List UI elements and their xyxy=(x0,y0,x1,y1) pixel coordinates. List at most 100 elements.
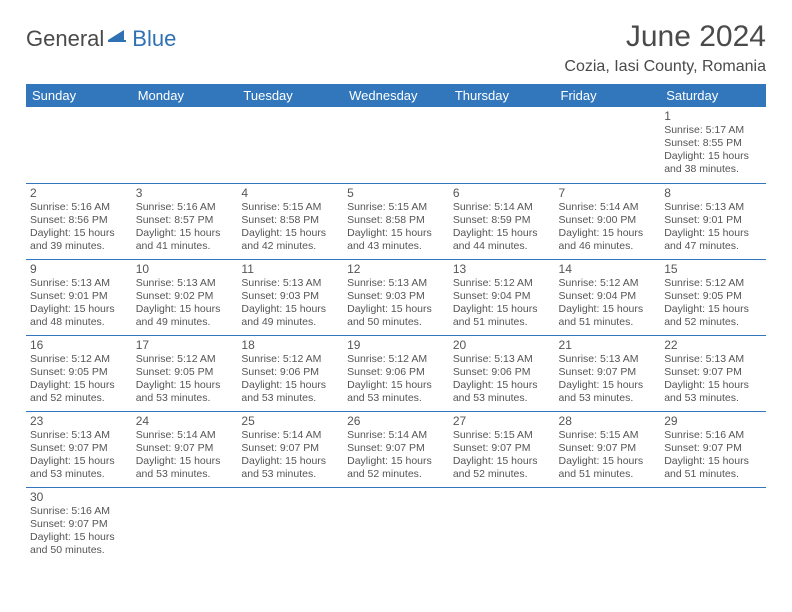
calendar-day-cell: 10Sunrise: 5:13 AMSunset: 9:02 PMDayligh… xyxy=(132,259,238,335)
day-info: Sunrise: 5:13 AMSunset: 9:07 PMDaylight:… xyxy=(664,353,762,406)
calendar-day-cell: 3Sunrise: 5:16 AMSunset: 8:57 PMDaylight… xyxy=(132,183,238,259)
day-number: 15 xyxy=(664,262,762,276)
calendar-day-cell: 27Sunrise: 5:15 AMSunset: 9:07 PMDayligh… xyxy=(449,411,555,487)
calendar-day-cell: 12Sunrise: 5:13 AMSunset: 9:03 PMDayligh… xyxy=(343,259,449,335)
calendar-day-cell: 15Sunrise: 5:12 AMSunset: 9:05 PMDayligh… xyxy=(660,259,766,335)
title-block: June 2024 Cozia, Iasi County, Romania xyxy=(564,20,766,76)
day-number: 10 xyxy=(136,262,234,276)
weekday-header: Saturday xyxy=(660,84,766,107)
day-info: Sunrise: 5:12 AMSunset: 9:05 PMDaylight:… xyxy=(664,277,762,330)
calendar-body: 1Sunrise: 5:17 AMSunset: 8:55 PMDaylight… xyxy=(26,107,766,563)
day-info: Sunrise: 5:12 AMSunset: 9:06 PMDaylight:… xyxy=(241,353,339,406)
day-info: Sunrise: 5:13 AMSunset: 9:01 PMDaylight:… xyxy=(664,201,762,254)
day-number: 23 xyxy=(30,414,128,428)
day-info: Sunrise: 5:16 AMSunset: 8:56 PMDaylight:… xyxy=(30,201,128,254)
calendar-table: SundayMondayTuesdayWednesdayThursdayFrid… xyxy=(26,84,766,563)
day-number: 24 xyxy=(136,414,234,428)
calendar-day-cell: 17Sunrise: 5:12 AMSunset: 9:05 PMDayligh… xyxy=(132,335,238,411)
calendar-day-cell: 20Sunrise: 5:13 AMSunset: 9:06 PMDayligh… xyxy=(449,335,555,411)
logo: General Blue xyxy=(26,26,176,52)
day-number: 8 xyxy=(664,186,762,200)
calendar-empty-cell xyxy=(237,487,343,563)
calendar-day-cell: 22Sunrise: 5:13 AMSunset: 9:07 PMDayligh… xyxy=(660,335,766,411)
day-info: Sunrise: 5:12 AMSunset: 9:04 PMDaylight:… xyxy=(559,277,657,330)
day-info: Sunrise: 5:14 AMSunset: 9:07 PMDaylight:… xyxy=(136,429,234,482)
calendar-empty-cell xyxy=(555,487,661,563)
day-info: Sunrise: 5:15 AMSunset: 9:07 PMDaylight:… xyxy=(453,429,551,482)
calendar-row: 2Sunrise: 5:16 AMSunset: 8:56 PMDaylight… xyxy=(26,183,766,259)
day-info: Sunrise: 5:16 AMSunset: 9:07 PMDaylight:… xyxy=(664,429,762,482)
calendar-row: 1Sunrise: 5:17 AMSunset: 8:55 PMDaylight… xyxy=(26,107,766,183)
calendar-empty-cell xyxy=(660,487,766,563)
calendar-day-cell: 13Sunrise: 5:12 AMSunset: 9:04 PMDayligh… xyxy=(449,259,555,335)
day-number: 2 xyxy=(30,186,128,200)
weekday-header: Friday xyxy=(555,84,661,107)
calendar-day-cell: 21Sunrise: 5:13 AMSunset: 9:07 PMDayligh… xyxy=(555,335,661,411)
day-info: Sunrise: 5:12 AMSunset: 9:05 PMDaylight:… xyxy=(136,353,234,406)
calendar-empty-cell xyxy=(343,107,449,183)
day-number: 6 xyxy=(453,186,551,200)
day-number: 20 xyxy=(453,338,551,352)
day-info: Sunrise: 5:13 AMSunset: 9:06 PMDaylight:… xyxy=(453,353,551,406)
calendar-day-cell: 26Sunrise: 5:14 AMSunset: 9:07 PMDayligh… xyxy=(343,411,449,487)
calendar-empty-cell xyxy=(237,107,343,183)
day-info: Sunrise: 5:14 AMSunset: 8:59 PMDaylight:… xyxy=(453,201,551,254)
day-info: Sunrise: 5:15 AMSunset: 8:58 PMDaylight:… xyxy=(347,201,445,254)
weekday-header: Monday xyxy=(132,84,238,107)
day-number: 16 xyxy=(30,338,128,352)
calendar-row: 9Sunrise: 5:13 AMSunset: 9:01 PMDaylight… xyxy=(26,259,766,335)
day-info: Sunrise: 5:16 AMSunset: 8:57 PMDaylight:… xyxy=(136,201,234,254)
header: General Blue June 2024 Cozia, Iasi Count… xyxy=(26,20,766,76)
day-number: 21 xyxy=(559,338,657,352)
calendar-day-cell: 11Sunrise: 5:13 AMSunset: 9:03 PMDayligh… xyxy=(237,259,343,335)
day-number: 12 xyxy=(347,262,445,276)
calendar-day-cell: 19Sunrise: 5:12 AMSunset: 9:06 PMDayligh… xyxy=(343,335,449,411)
calendar-day-cell: 28Sunrise: 5:15 AMSunset: 9:07 PMDayligh… xyxy=(555,411,661,487)
day-number: 5 xyxy=(347,186,445,200)
calendar-day-cell: 8Sunrise: 5:13 AMSunset: 9:01 PMDaylight… xyxy=(660,183,766,259)
logo-text-blue: Blue xyxy=(132,26,176,52)
day-info: Sunrise: 5:13 AMSunset: 9:02 PMDaylight:… xyxy=(136,277,234,330)
calendar-day-cell: 4Sunrise: 5:15 AMSunset: 8:58 PMDaylight… xyxy=(237,183,343,259)
day-number: 19 xyxy=(347,338,445,352)
day-number: 7 xyxy=(559,186,657,200)
day-number: 28 xyxy=(559,414,657,428)
day-number: 13 xyxy=(453,262,551,276)
day-info: Sunrise: 5:12 AMSunset: 9:04 PMDaylight:… xyxy=(453,277,551,330)
calendar-empty-cell xyxy=(343,487,449,563)
day-info: Sunrise: 5:14 AMSunset: 9:07 PMDaylight:… xyxy=(347,429,445,482)
calendar-day-cell: 2Sunrise: 5:16 AMSunset: 8:56 PMDaylight… xyxy=(26,183,132,259)
calendar-day-cell: 1Sunrise: 5:17 AMSunset: 8:55 PMDaylight… xyxy=(660,107,766,183)
calendar-empty-cell xyxy=(132,487,238,563)
calendar-empty-cell xyxy=(449,487,555,563)
day-info: Sunrise: 5:13 AMSunset: 9:01 PMDaylight:… xyxy=(30,277,128,330)
location-text: Cozia, Iasi County, Romania xyxy=(564,58,766,76)
calendar-day-cell: 18Sunrise: 5:12 AMSunset: 9:06 PMDayligh… xyxy=(237,335,343,411)
day-info: Sunrise: 5:13 AMSunset: 9:07 PMDaylight:… xyxy=(30,429,128,482)
day-info: Sunrise: 5:14 AMSunset: 9:07 PMDaylight:… xyxy=(241,429,339,482)
day-number: 26 xyxy=(347,414,445,428)
day-info: Sunrise: 5:13 AMSunset: 9:07 PMDaylight:… xyxy=(559,353,657,406)
day-number: 17 xyxy=(136,338,234,352)
calendar-day-cell: 25Sunrise: 5:14 AMSunset: 9:07 PMDayligh… xyxy=(237,411,343,487)
day-number: 22 xyxy=(664,338,762,352)
calendar-day-cell: 7Sunrise: 5:14 AMSunset: 9:00 PMDaylight… xyxy=(555,183,661,259)
weekday-header: Sunday xyxy=(26,84,132,107)
day-number: 18 xyxy=(241,338,339,352)
calendar-day-cell: 23Sunrise: 5:13 AMSunset: 9:07 PMDayligh… xyxy=(26,411,132,487)
weekday-header: Wednesday xyxy=(343,84,449,107)
calendar-day-cell: 6Sunrise: 5:14 AMSunset: 8:59 PMDaylight… xyxy=(449,183,555,259)
calendar-day-cell: 5Sunrise: 5:15 AMSunset: 8:58 PMDaylight… xyxy=(343,183,449,259)
day-number: 9 xyxy=(30,262,128,276)
calendar-day-cell: 24Sunrise: 5:14 AMSunset: 9:07 PMDayligh… xyxy=(132,411,238,487)
weekday-header: Tuesday xyxy=(237,84,343,107)
day-number: 3 xyxy=(136,186,234,200)
logo-text-general: General xyxy=(26,26,104,52)
calendar-row: 23Sunrise: 5:13 AMSunset: 9:07 PMDayligh… xyxy=(26,411,766,487)
calendar-day-cell: 14Sunrise: 5:12 AMSunset: 9:04 PMDayligh… xyxy=(555,259,661,335)
flag-icon xyxy=(108,28,130,51)
day-number: 1 xyxy=(664,109,762,123)
calendar-day-cell: 29Sunrise: 5:16 AMSunset: 9:07 PMDayligh… xyxy=(660,411,766,487)
day-number: 11 xyxy=(241,262,339,276)
calendar-day-cell: 30Sunrise: 5:16 AMSunset: 9:07 PMDayligh… xyxy=(26,487,132,563)
